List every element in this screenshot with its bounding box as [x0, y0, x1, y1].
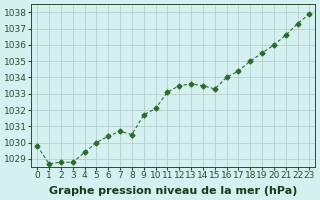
X-axis label: Graphe pression niveau de la mer (hPa): Graphe pression niveau de la mer (hPa)	[49, 186, 298, 196]
